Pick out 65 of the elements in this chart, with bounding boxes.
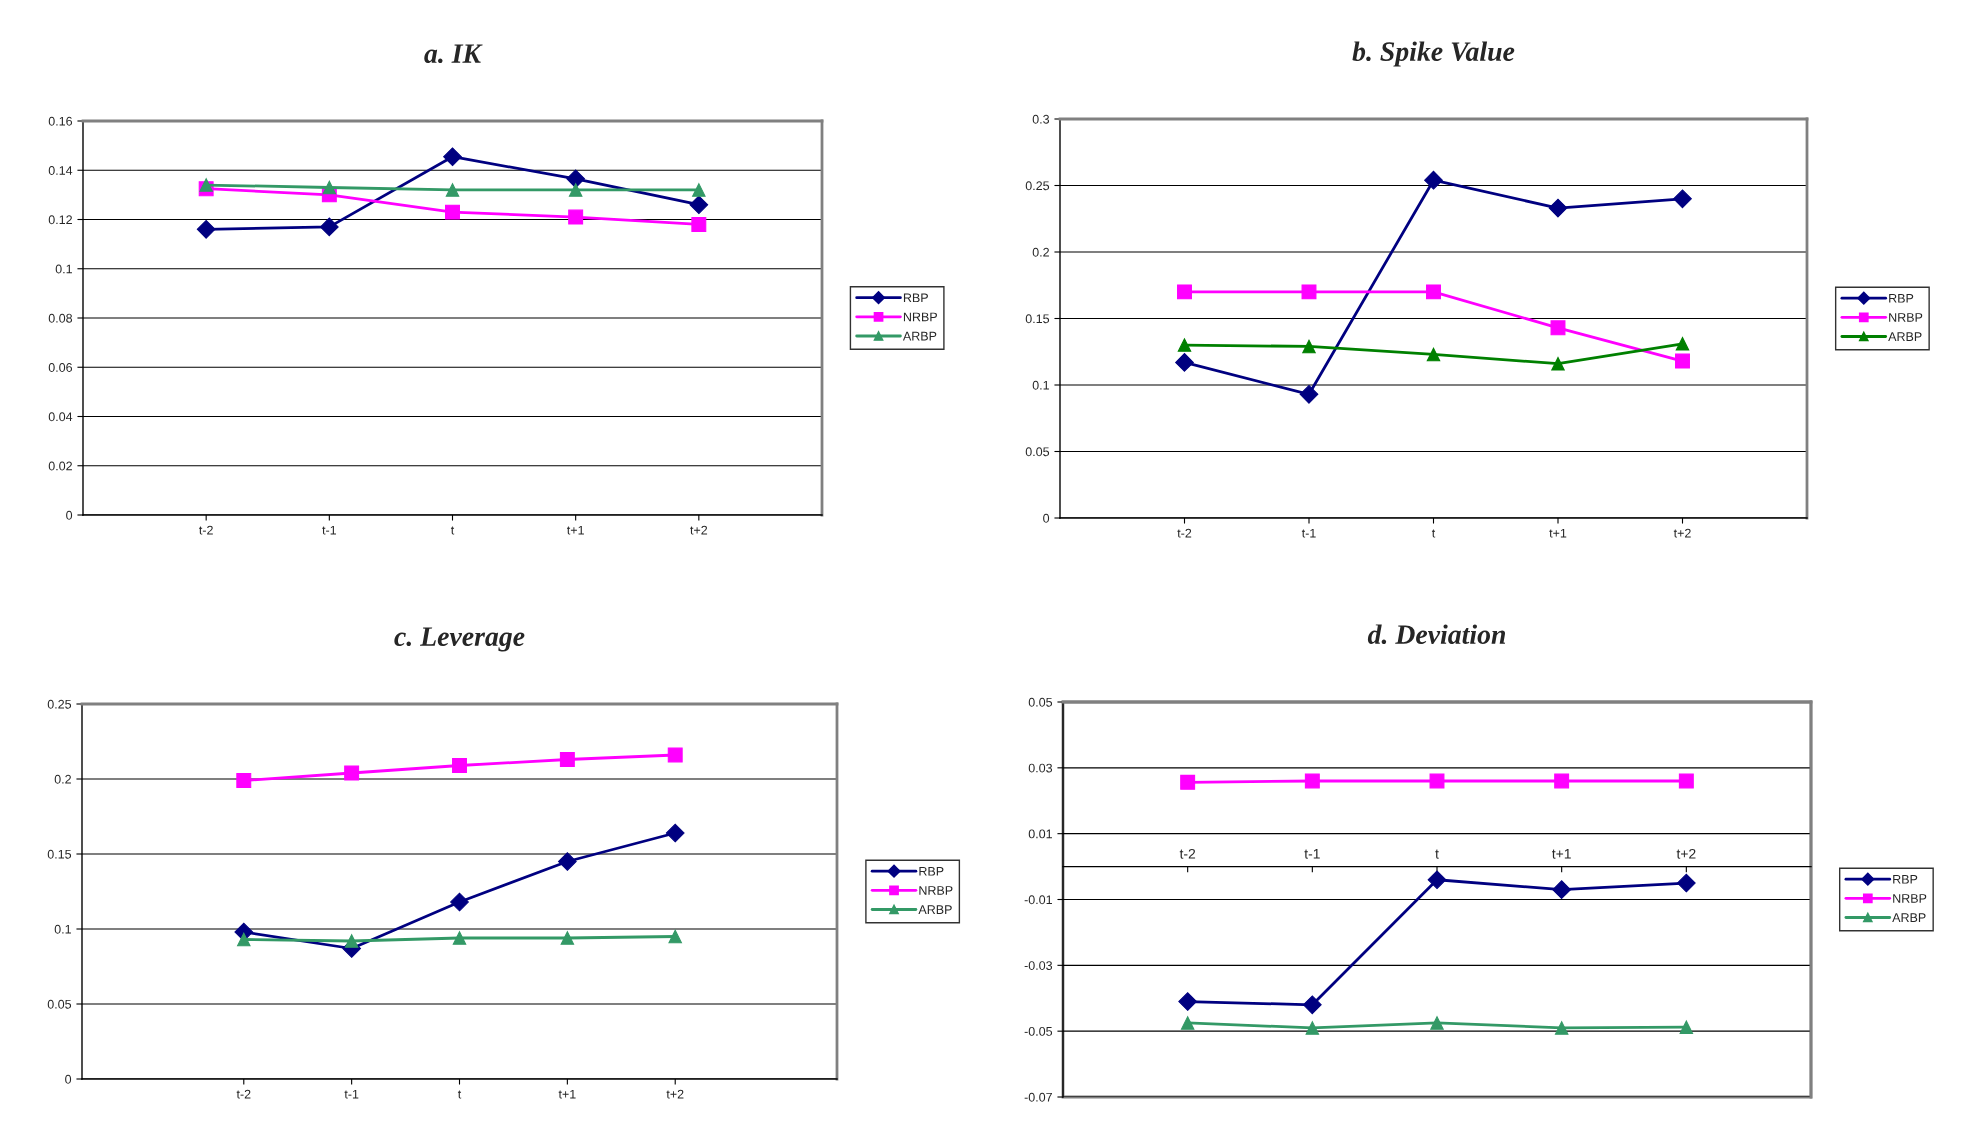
legend-label: RBP [1889,293,1914,303]
x-tick-label: t+1 [566,525,584,535]
legend-label: ARBP [1892,913,1926,922]
x-tick-label: t+2 [690,525,708,535]
legend-label: ARBP [918,905,952,914]
x-tick-label: t+1 [1549,528,1567,538]
chart-title: c. Leverage [394,627,525,652]
x-tick-label: t [450,526,455,535]
legend-label: NRBP [903,312,937,322]
x-tick-label: t-2 [236,1089,251,1099]
y-tick-label: 0.2 [54,774,71,784]
y-tick-label: 0.1 [55,264,72,274]
chart-title: b. Spike Value [1352,41,1515,67]
legend-label: NRBP [1889,313,1923,322]
x-tick-label: t-1 [1301,528,1316,538]
x-tick-label: t-1 [322,525,337,535]
y-tick-label: -0.01 [1024,895,1052,905]
y-tick-label: -0.03 [1024,961,1053,970]
legend-label: RBP [1893,874,1918,884]
y-tick-label: 0.1 [54,924,71,934]
y-tick-label: 0.05 [1025,447,1050,457]
y-tick-label: 0.06 [48,363,73,372]
y-tick-label: 0 [66,510,73,520]
chart-title: d. Deviation [1367,624,1506,645]
legend-label: ARBP [1888,332,1922,341]
y-tick-label: 0.15 [1025,314,1050,324]
y-tick-label: 0.03 [1028,763,1053,773]
y-tick-label: 0.16 [48,116,73,126]
chart-title: a. IK [424,44,483,64]
x-tick-label: t [1431,529,1436,538]
y-tick-label: 0.04 [48,412,73,422]
y-tick-label: 0.05 [47,999,72,1009]
x-tick-label: t [1435,849,1439,859]
x-tick-label: t-1 [1304,849,1320,859]
y-tick-label: 0.1 [1032,380,1049,390]
legend-label: RBP [919,866,944,876]
legend-label: RBP [903,293,928,303]
y-tick-label: 0 [1043,513,1050,523]
y-tick-label: 0.08 [48,313,73,323]
legend-label: NRBP [919,886,953,895]
x-tick-label: t+1 [558,1089,576,1099]
y-tick-label: 0 [65,1074,72,1084]
x-tick-label: t+2 [1676,848,1696,859]
x-tick-label: t-2 [199,525,213,535]
x-tick-label: t-1 [344,1089,359,1099]
y-tick-label: 0.14 [48,166,73,175]
y-tick-label: -0.05 [1024,1026,1053,1036]
x-tick-label: t [457,1090,462,1099]
x-tick-label: t+2 [666,1089,684,1099]
x-tick-label: t+2 [1673,528,1691,538]
x-tick-label: t-2 [1177,528,1192,538]
y-tick-label: -0.07 [1024,1092,1052,1102]
y-tick-label: 0.25 [47,699,72,709]
y-tick-label: 0.2 [1032,247,1049,257]
y-tick-label: 0.25 [1025,181,1050,191]
y-tick-label: 0.12 [48,215,72,225]
y-tick-label: 0.01 [1028,829,1052,839]
legend-label: ARBP [902,331,937,341]
y-tick-label: 0.05 [1028,697,1053,707]
y-tick-label: 0.3 [1032,114,1050,124]
y-tick-label: 0.02 [48,461,72,471]
legend-label: NRBP [1893,894,1927,903]
x-tick-label: t-2 [1179,848,1196,859]
y-tick-label: 0.15 [47,849,72,859]
x-tick-label: t+1 [1552,849,1571,859]
